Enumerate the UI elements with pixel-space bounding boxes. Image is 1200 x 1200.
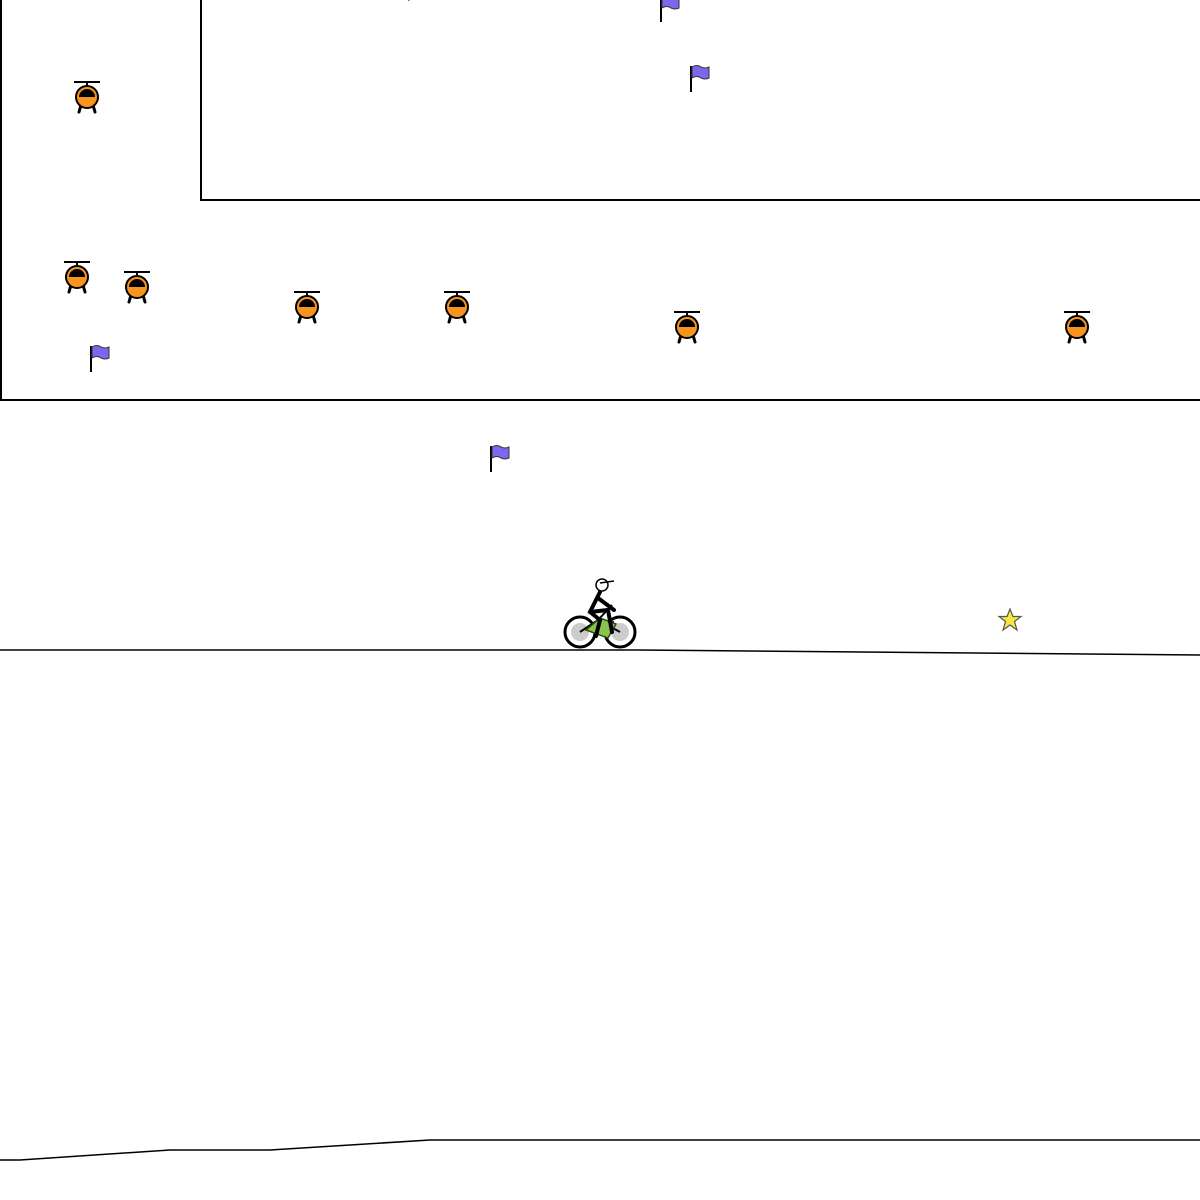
checkpoint-flag <box>490 444 510 473</box>
helicopter-powerup <box>292 290 322 324</box>
rider-body <box>587 590 616 638</box>
checkpoint-flag <box>90 344 110 373</box>
rider <box>563 578 637 649</box>
rider-head <box>595 578 609 592</box>
goal-star <box>997 607 1023 632</box>
helicopter-powerup <box>442 290 472 324</box>
track-line <box>0 649 1200 656</box>
track-line <box>200 0 1200 201</box>
helicopter-powerup <box>672 310 702 344</box>
checkpoints <box>90 0 710 473</box>
track <box>0 0 1200 1161</box>
helicopter-powerup <box>1062 310 1092 344</box>
helicopter-powerup <box>72 80 102 114</box>
rider-visor <box>599 580 615 584</box>
helicopter-powerup <box>62 260 92 294</box>
track-line <box>0 0 1200 401</box>
checkpoint-flag <box>660 0 680 23</box>
checkpoint-flag <box>690 64 710 93</box>
helicopter-powerup <box>122 270 152 304</box>
track-line <box>0 1139 1200 1161</box>
helicopters <box>62 80 1092 344</box>
